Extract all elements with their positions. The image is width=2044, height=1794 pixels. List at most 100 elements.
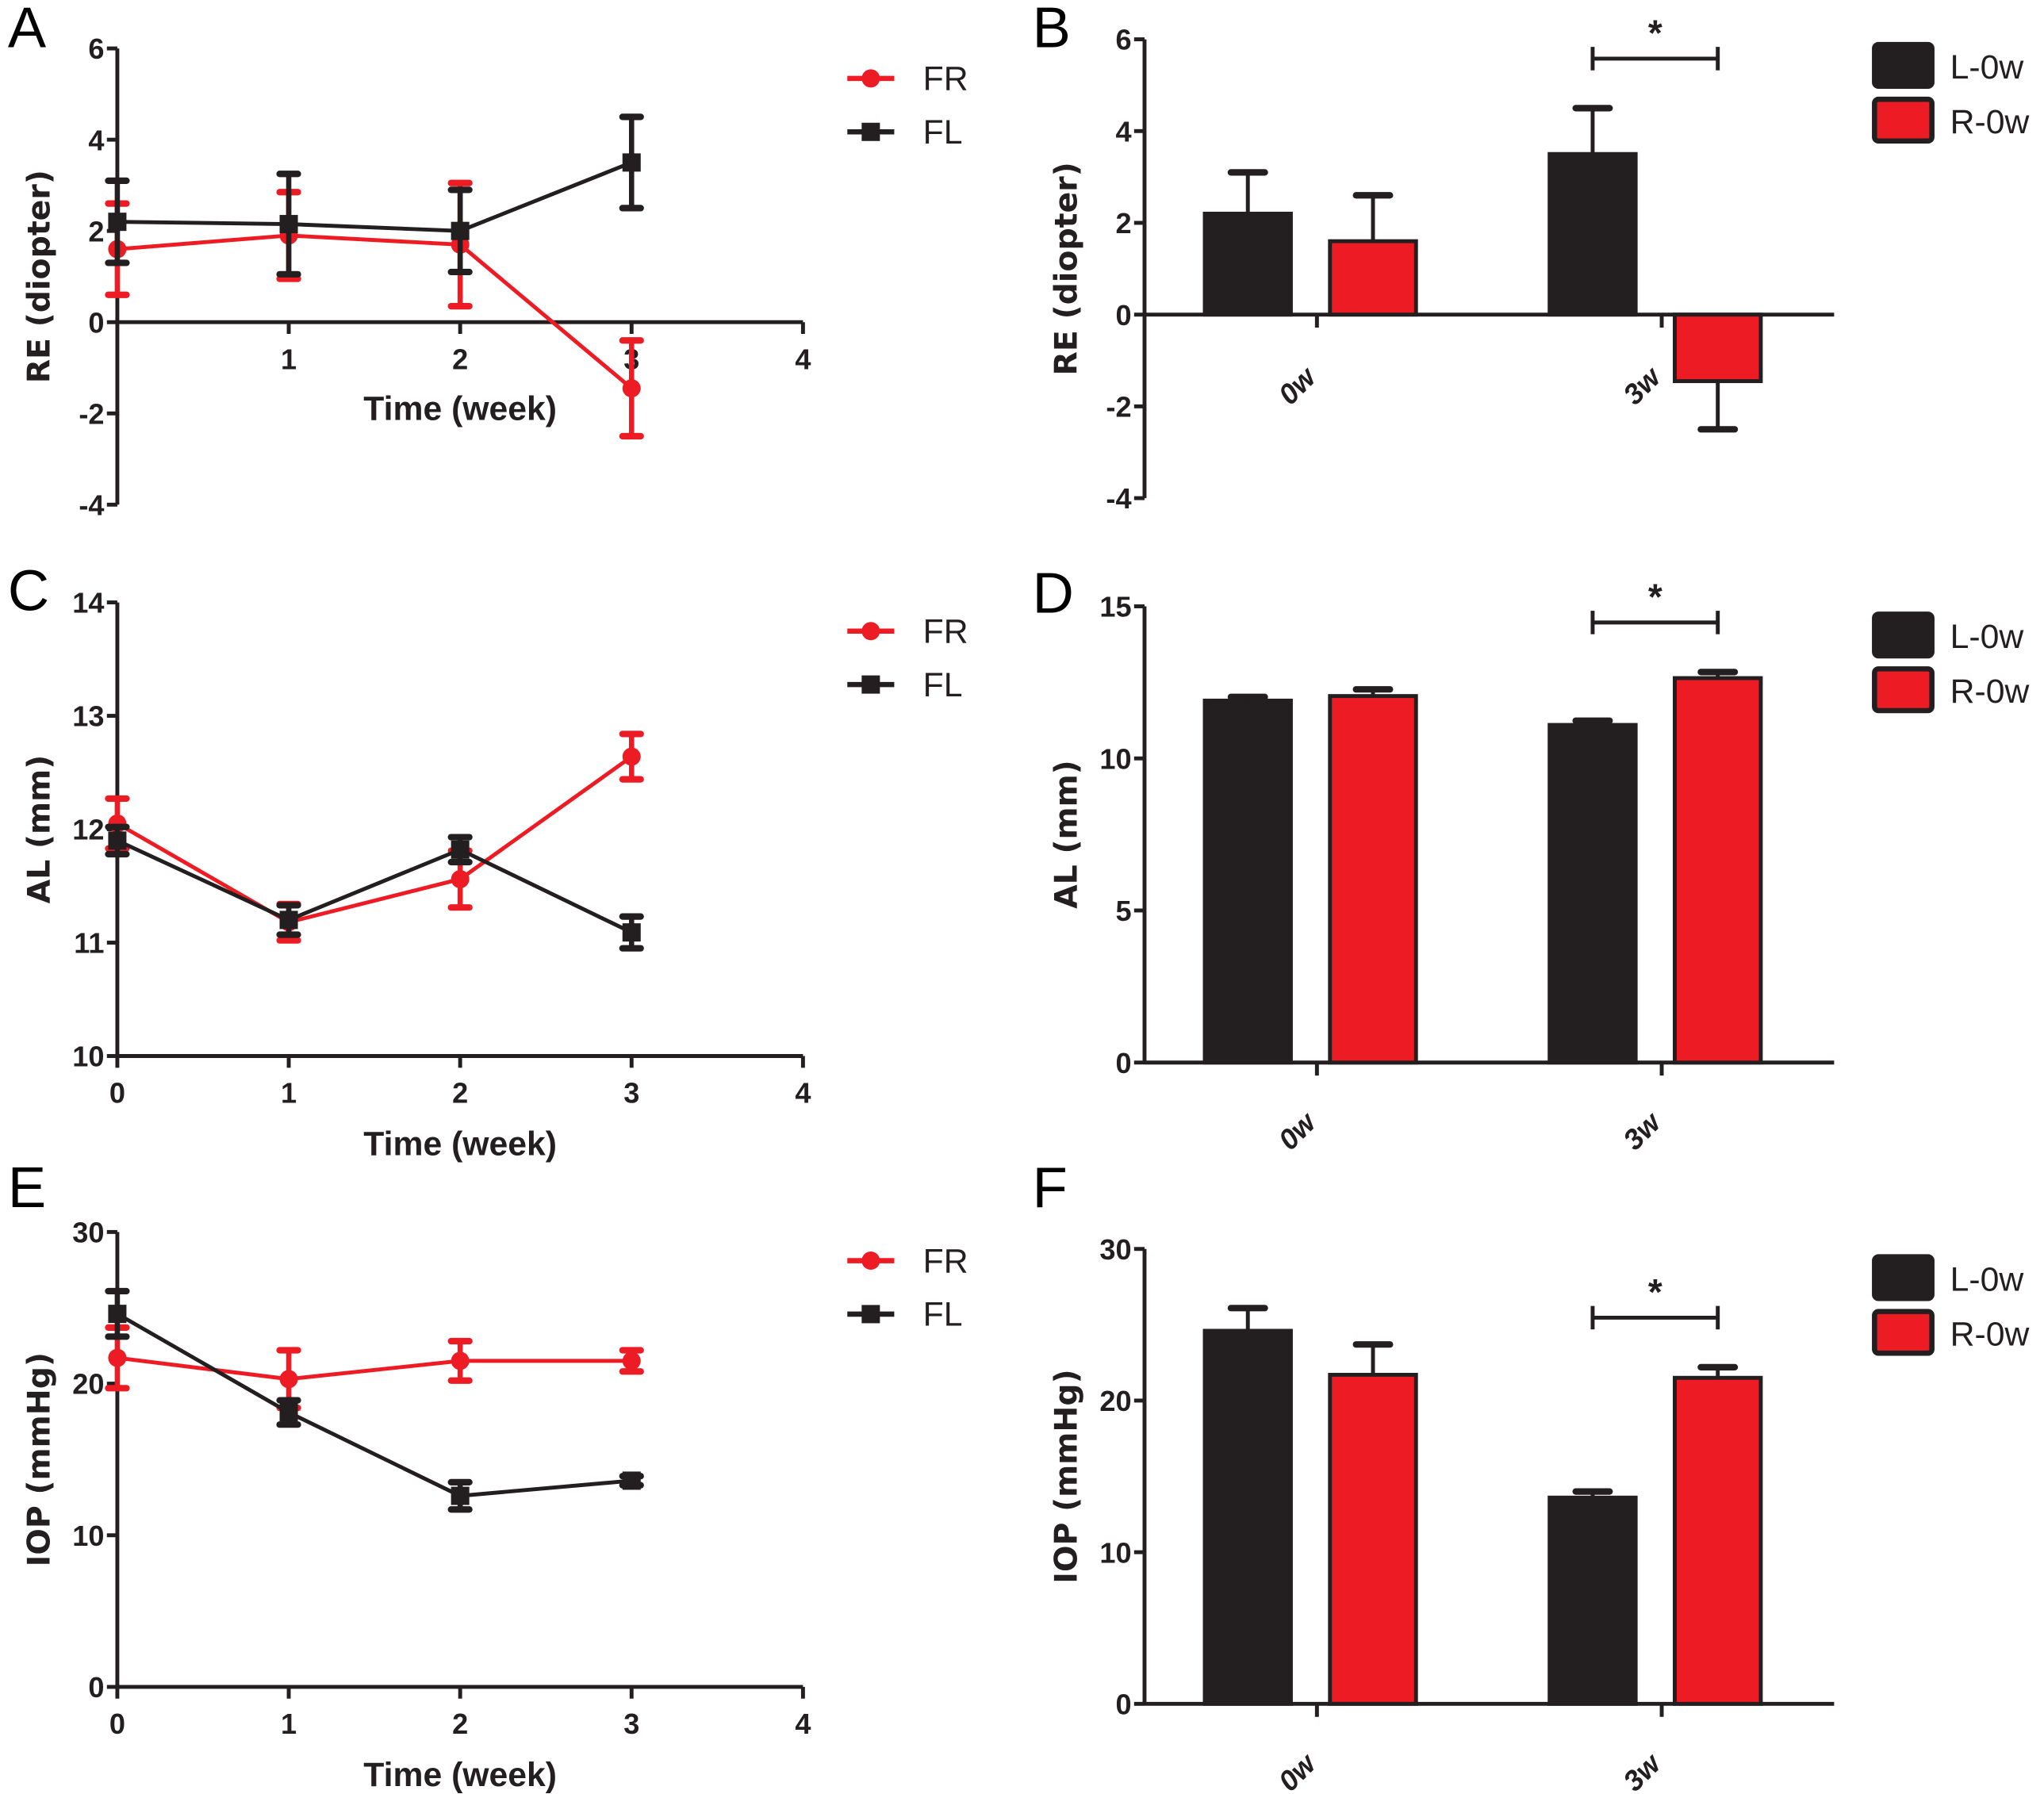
x-tick-label: 1 [281,343,297,375]
y-tick-label: 20 [1099,1385,1131,1417]
x-tick-label: 0 [109,1708,125,1740]
x-axis-title: Time (week) [363,389,557,427]
x-tick-label: 4 [795,1708,811,1740]
significance-marker: * [1648,12,1662,53]
significance-marker: * [1648,576,1662,617]
y-axis-title: IOP (mmHg) [1049,1369,1085,1583]
legend-label: FL [923,1296,963,1334]
data-point [451,840,470,859]
panel-letter: F [1033,1156,1068,1220]
panel-d: D 15 10 5 0 AL (mm) 0w 3w L-0w R-0w * [1033,562,2030,1156]
x-tick-label: 1 [281,1077,297,1110]
y-tick-label: 30 [1099,1233,1131,1266]
data-point [279,910,298,930]
y-tick-label: -4 [1106,482,1131,515]
legend-swatch [1872,96,1935,144]
y-tick-label: 11 [74,927,104,960]
x-tick-label: 2 [452,1708,468,1740]
legend-marker [861,1305,880,1324]
data-point [622,747,641,766]
legend-swatch [1872,41,1935,90]
y-tick-label: 4 [88,124,104,156]
bar [1547,1495,1638,1706]
significance-marker: * [1648,1271,1662,1313]
legend-swatch [1872,1254,1935,1301]
series-r-0w [1328,192,1763,433]
data-point [622,153,641,172]
legend-marker [861,69,880,88]
y-tick-label: 15 [1099,591,1131,623]
x-tick-label: 2 [452,1077,468,1110]
legend-label: R-0w [1950,1315,2030,1353]
bar [1202,1328,1293,1706]
series-l-0w [1202,693,1638,1065]
x-category-label: 0w [1272,359,1324,411]
data-point [622,923,641,942]
series-fl [105,1287,644,1513]
y-tick-label: 6 [1115,24,1131,56]
data-point [279,1403,298,1422]
y-axis-title: AL (mm) [21,755,57,904]
y-tick-label: -4 [79,489,104,521]
y-tick-label: 14 [72,587,104,619]
data-point [622,379,641,398]
bar [1202,698,1293,1065]
x-category-label: 0w [1272,1746,1324,1794]
y-tick-label: 6 [88,33,104,65]
y-tick-label: 4 [1115,115,1131,148]
y-tick-label: 0 [1115,299,1131,332]
x-category-label: 3w [1616,1105,1668,1156]
data-point [279,1370,298,1389]
x-tick-label: 3 [623,1077,639,1110]
legend-label: L-0w [1950,618,2024,656]
data-point [451,1486,470,1505]
legend-marker [861,1252,880,1271]
panel-letter: A [8,0,47,59]
legend-marker [861,622,880,641]
y-tick-label: 10 [72,1041,104,1073]
legend-label: L-0w [1950,1260,2024,1298]
y-tick-label: 20 [72,1368,104,1401]
series-line [117,233,633,390]
bar [1673,1375,1763,1706]
x-axis-title: Time (week) [363,1756,557,1794]
x-tick-label: 4 [795,1077,811,1110]
legend-label: FR [923,60,968,98]
bar [1673,676,1763,1065]
legend-label: FR [923,613,968,651]
x-tick-label: 1 [281,1708,297,1740]
y-tick-label: 2 [88,215,104,247]
y-tick-label: 5 [1115,895,1131,927]
series-fr [105,1324,644,1412]
series-fl [105,823,644,952]
legend-label: R-0w [1950,673,2030,711]
x-axis-title: Time (week) [363,1125,557,1163]
legend-marker [861,675,880,694]
data-point [451,869,470,888]
y-tick-label: 12 [72,814,104,846]
y-tick-label: 2 [1115,207,1131,240]
series-line [116,1312,632,1498]
data-point [108,1305,127,1324]
panel-letter: B [1033,0,1071,59]
x-category-label: 3w [1616,1746,1668,1794]
bar [1328,239,1418,317]
legend-marker [861,122,880,141]
y-tick-label: 0 [88,306,104,339]
y-tick-label: 0 [1115,1047,1131,1079]
x-tick-label: 2 [452,343,468,375]
series-r-0w [1328,1341,1763,1706]
legend-label: L-0w [1950,48,2024,86]
x-tick-label: 0 [109,1077,125,1110]
panel-letter: D [1033,562,1074,626]
data-point [108,213,127,232]
y-tick-label: -2 [1106,391,1131,424]
series-l-0w [1202,105,1638,317]
series-fl [105,113,644,278]
y-axis-title: IOP (mmHg) [21,1352,57,1566]
bar [1328,694,1418,1065]
y-tick-label: 10 [1099,742,1131,775]
y-tick-label: 30 [72,1217,104,1249]
